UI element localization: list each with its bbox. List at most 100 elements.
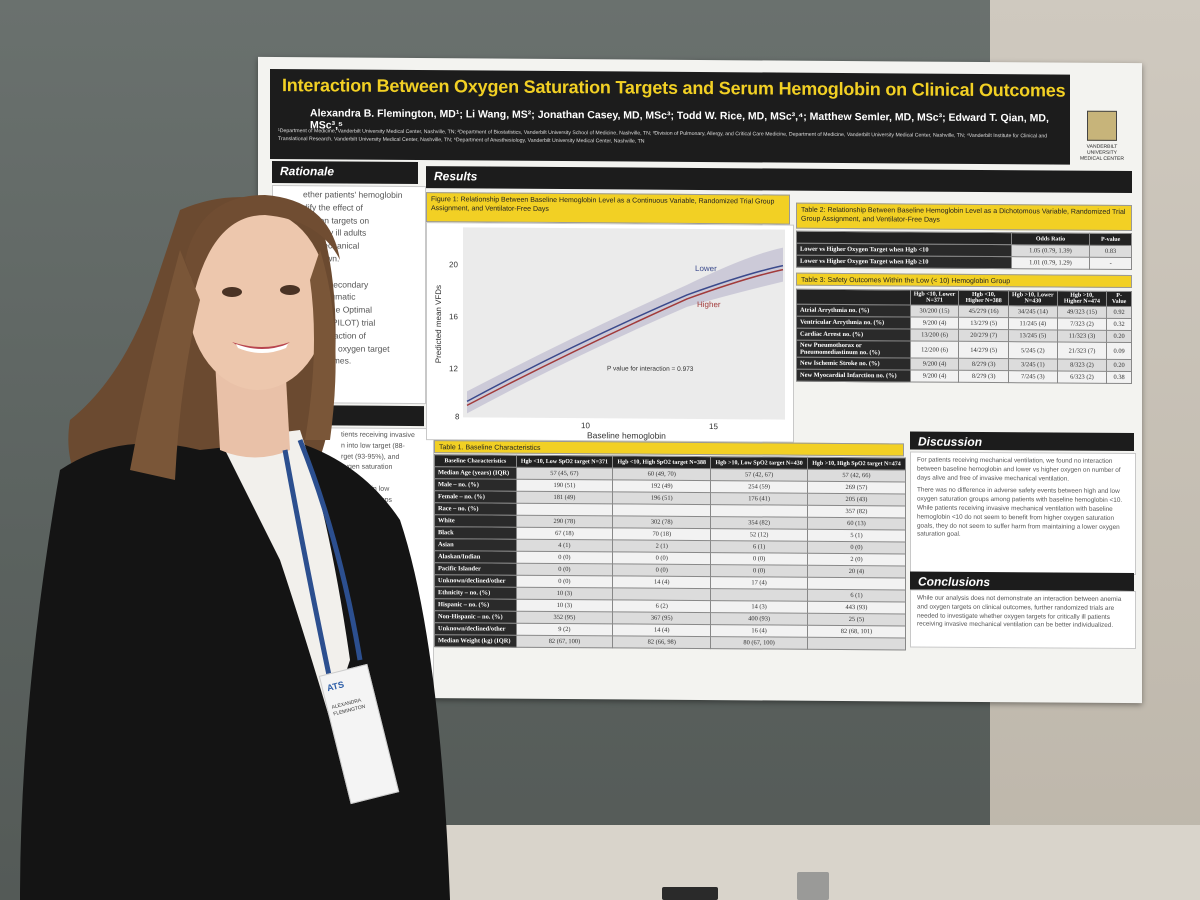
table-cell: 82 (66, 98) [612,635,711,649]
p-value-annotation: P value for interaction = 0.973 [607,365,694,373]
table-cell: 9/200 (4) [910,369,959,383]
table-cell: 45/279 (16) [958,305,1009,318]
table-cell: 70 (18) [612,527,711,541]
series-line-higher [466,268,784,407]
rationale-line: dify the effect of [303,202,363,213]
table-cell: 9 (2) [516,623,613,636]
methods-line: rmed separate [341,507,387,515]
row-label: New Ischemic Stroke no. (%) [796,357,911,370]
rationale-box: ether patients' hemoglobin dify the effec… [272,185,426,405]
x-tick-10: 10 [581,421,590,430]
row-label: Non-Hispanic – no. (%) [434,610,517,624]
methods-line [341,571,431,582]
rationale-line: argets (PILOT) trial [303,317,376,328]
badge-name: ALEXANDRA FLEMINGTON [331,697,367,718]
wall-switch [797,872,829,900]
table3-title: Table 3: Safety Outcomes Within the Low … [796,272,1132,289]
x-tick-15: 15 [709,422,718,431]
table-cell: 181 (49) [516,491,613,504]
methods-line: up [341,604,349,612]
methods-line: ardial [341,561,359,569]
row-label: Pacific Islander [434,562,517,576]
table-cell: 6/323 (2) [1057,370,1107,384]
rationale-line: tion of the Optimal [303,304,372,315]
table-cell: 25 (5) [807,613,906,626]
discussion-paragraph: For patients receiving mechanical ventil… [917,456,1121,483]
row-label: Black [434,526,517,540]
table-cell [710,504,808,518]
table-cell: 8/279 (3) [958,370,1009,383]
table-header-cell: Hgb >10, High SpO2 target N=474 [807,457,906,470]
row-label: New Myocardial Infarction no. (%) [796,369,911,382]
methods-line: ant. [341,647,353,655]
table-cell: 0.20 [1106,359,1132,372]
x-axis-label: Baseline hemoglobin [587,430,666,441]
table-cell: 5/245 (2) [1008,341,1058,359]
table-header-cell: Hgb >10, Higher N=474 [1057,290,1107,307]
table-cell: 60 (49, 70) [612,467,711,481]
table-cell: 352 (95) [516,611,613,624]
poster-title: Interaction Between Oxygen Saturation Ta… [282,75,1066,101]
methods-line [341,474,431,485]
table2: Odds Ratio P-value Lower vs Higher Oxygen … [796,231,1132,270]
rationale-line: ether patients' hemoglobin [303,189,403,200]
table-cell: 57 (42, 67) [710,468,808,482]
table-cell [807,577,906,590]
table1: Baseline Characteristics Hgb <10, Low SpO… [434,454,906,650]
rationale-line: critically ill adults [303,227,367,239]
table-cell: 20/279 (7) [958,329,1009,342]
table-cell: 2 (1) [612,539,711,553]
table-cell: 443 (93) [807,601,906,614]
table-cell: 8/323 (2) [1057,358,1107,372]
discussion-box: For patients receiving mechanical ventil… [910,451,1136,576]
table-cell: 357 (82) [807,505,906,518]
table-cell: 9/200 (4) [910,357,959,371]
discussion-paragraph: There was no difference in adverse safet… [917,486,1123,539]
table-cell: 354 (82) [710,516,808,530]
row-label: Male – no. (%) [434,478,517,492]
table-cell: 6 (1) [807,589,906,602]
table-cell: 57 (42, 66) [807,469,906,482]
table2-title: Table 2: Relationship Between Baseline H… [796,202,1132,232]
table-cell: 0 (0) [516,575,613,588]
table-cell: 6 (2) [612,599,711,613]
table-header-cell [796,289,911,305]
table-cell: 254 (59) [710,480,808,494]
table-cell: 10 (3) [516,599,613,612]
methods-line: globin as a [341,517,375,526]
conclusions-heading: Conclusions [910,571,1134,592]
table-cell: 34/245 (14) [1008,305,1058,318]
row-label: Unknown/declined/other [434,574,517,588]
methods-line: moglobin in low [341,485,390,493]
conclusions-box: While our analysis does not demonstrate … [910,589,1136,650]
table-cell: 0 (0) [516,563,613,576]
table-header-cell: P-value [1089,233,1132,246]
table-cell: 7/323 (2) [1057,317,1107,331]
row-label: New Pneumothorax or Pneumomediastinum no… [796,340,911,358]
table-cell: 2 (0) [807,553,906,566]
rationale-line: the interaction of [303,329,366,341]
table-header-cell: Hgb >10, Lower N=430 [1008,290,1058,306]
rationale-line: med a secondary [303,278,369,290]
figure1-title: Figure 1: Relationship Between Baseline … [426,192,790,225]
table-cell: 9/200 (4) [910,316,959,330]
methods-box: tients receiving invasive n into low targ… [272,427,434,695]
table-cell: 14 (3) [710,600,808,614]
table-cell: 190 (51) [516,479,613,492]
table-cell: 14 (4) [612,575,711,589]
y-axis-label: Predicted mean VFDs [434,285,443,363]
methods-line: n into low target (88- [341,442,405,450]
table-cell: 269 (57) [807,481,906,494]
table-cell: 0.20 [1106,330,1132,343]
rationale-line [303,265,423,279]
table-cell [516,503,613,516]
row-label: Asian [434,538,517,552]
badge-logo: ATS [325,679,346,694]
table-header-cell: Hgb <10, Low SpO2 target N=371 [516,455,613,468]
row-label: Race – no. (%) [434,502,517,516]
table-cell: 80 (67, 100) [710,636,808,650]
table-cell: 11/245 (4) [1008,317,1058,330]
table-cell: 60 (13) [807,517,906,530]
table-cell: 0 (0) [710,552,808,566]
label-higher: Higher [697,300,721,309]
